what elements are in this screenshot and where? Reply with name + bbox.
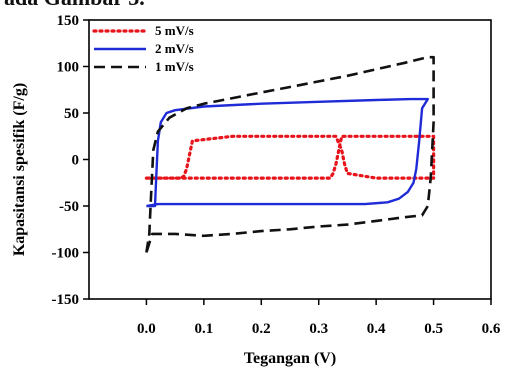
y-tick-label: -50 — [59, 199, 79, 215]
y-tick-label: 0 — [72, 153, 80, 169]
y-tick-label: 100 — [57, 60, 80, 76]
x-tick-label: 0.4 — [367, 321, 386, 337]
series-line-3 — [145, 55, 435, 253]
x-tick-label: 0.1 — [194, 321, 213, 337]
y-axis-title: Kapasitansi spesifik (F/g) — [11, 83, 28, 256]
legend-label-1: 5 mV/s — [155, 23, 194, 38]
y-tick-label: -100 — [52, 246, 80, 262]
y-tick-label: -150 — [52, 292, 80, 308]
x-tick-label: 0.5 — [424, 321, 443, 337]
x-tick-label: 0.6 — [482, 321, 501, 337]
legend-label-3: 1 mV/s — [155, 59, 194, 74]
series-line-1 — [144, 134, 436, 180]
y-tick-label: 50 — [64, 106, 79, 122]
x-tick-label: 0.0 — [137, 321, 156, 337]
series-line-2 — [146, 97, 429, 208]
figure-caption-fragment: ada Gambar 3. — [4, 0, 145, 11]
y-tick-label: 150 — [57, 13, 80, 29]
legend-label-2: 2 mV/s — [155, 41, 194, 56]
x-tick-label: 0.2 — [252, 321, 271, 337]
x-tick-label: 0.3 — [309, 321, 328, 337]
x-axis-title: Tegangan (V) — [244, 350, 336, 367]
